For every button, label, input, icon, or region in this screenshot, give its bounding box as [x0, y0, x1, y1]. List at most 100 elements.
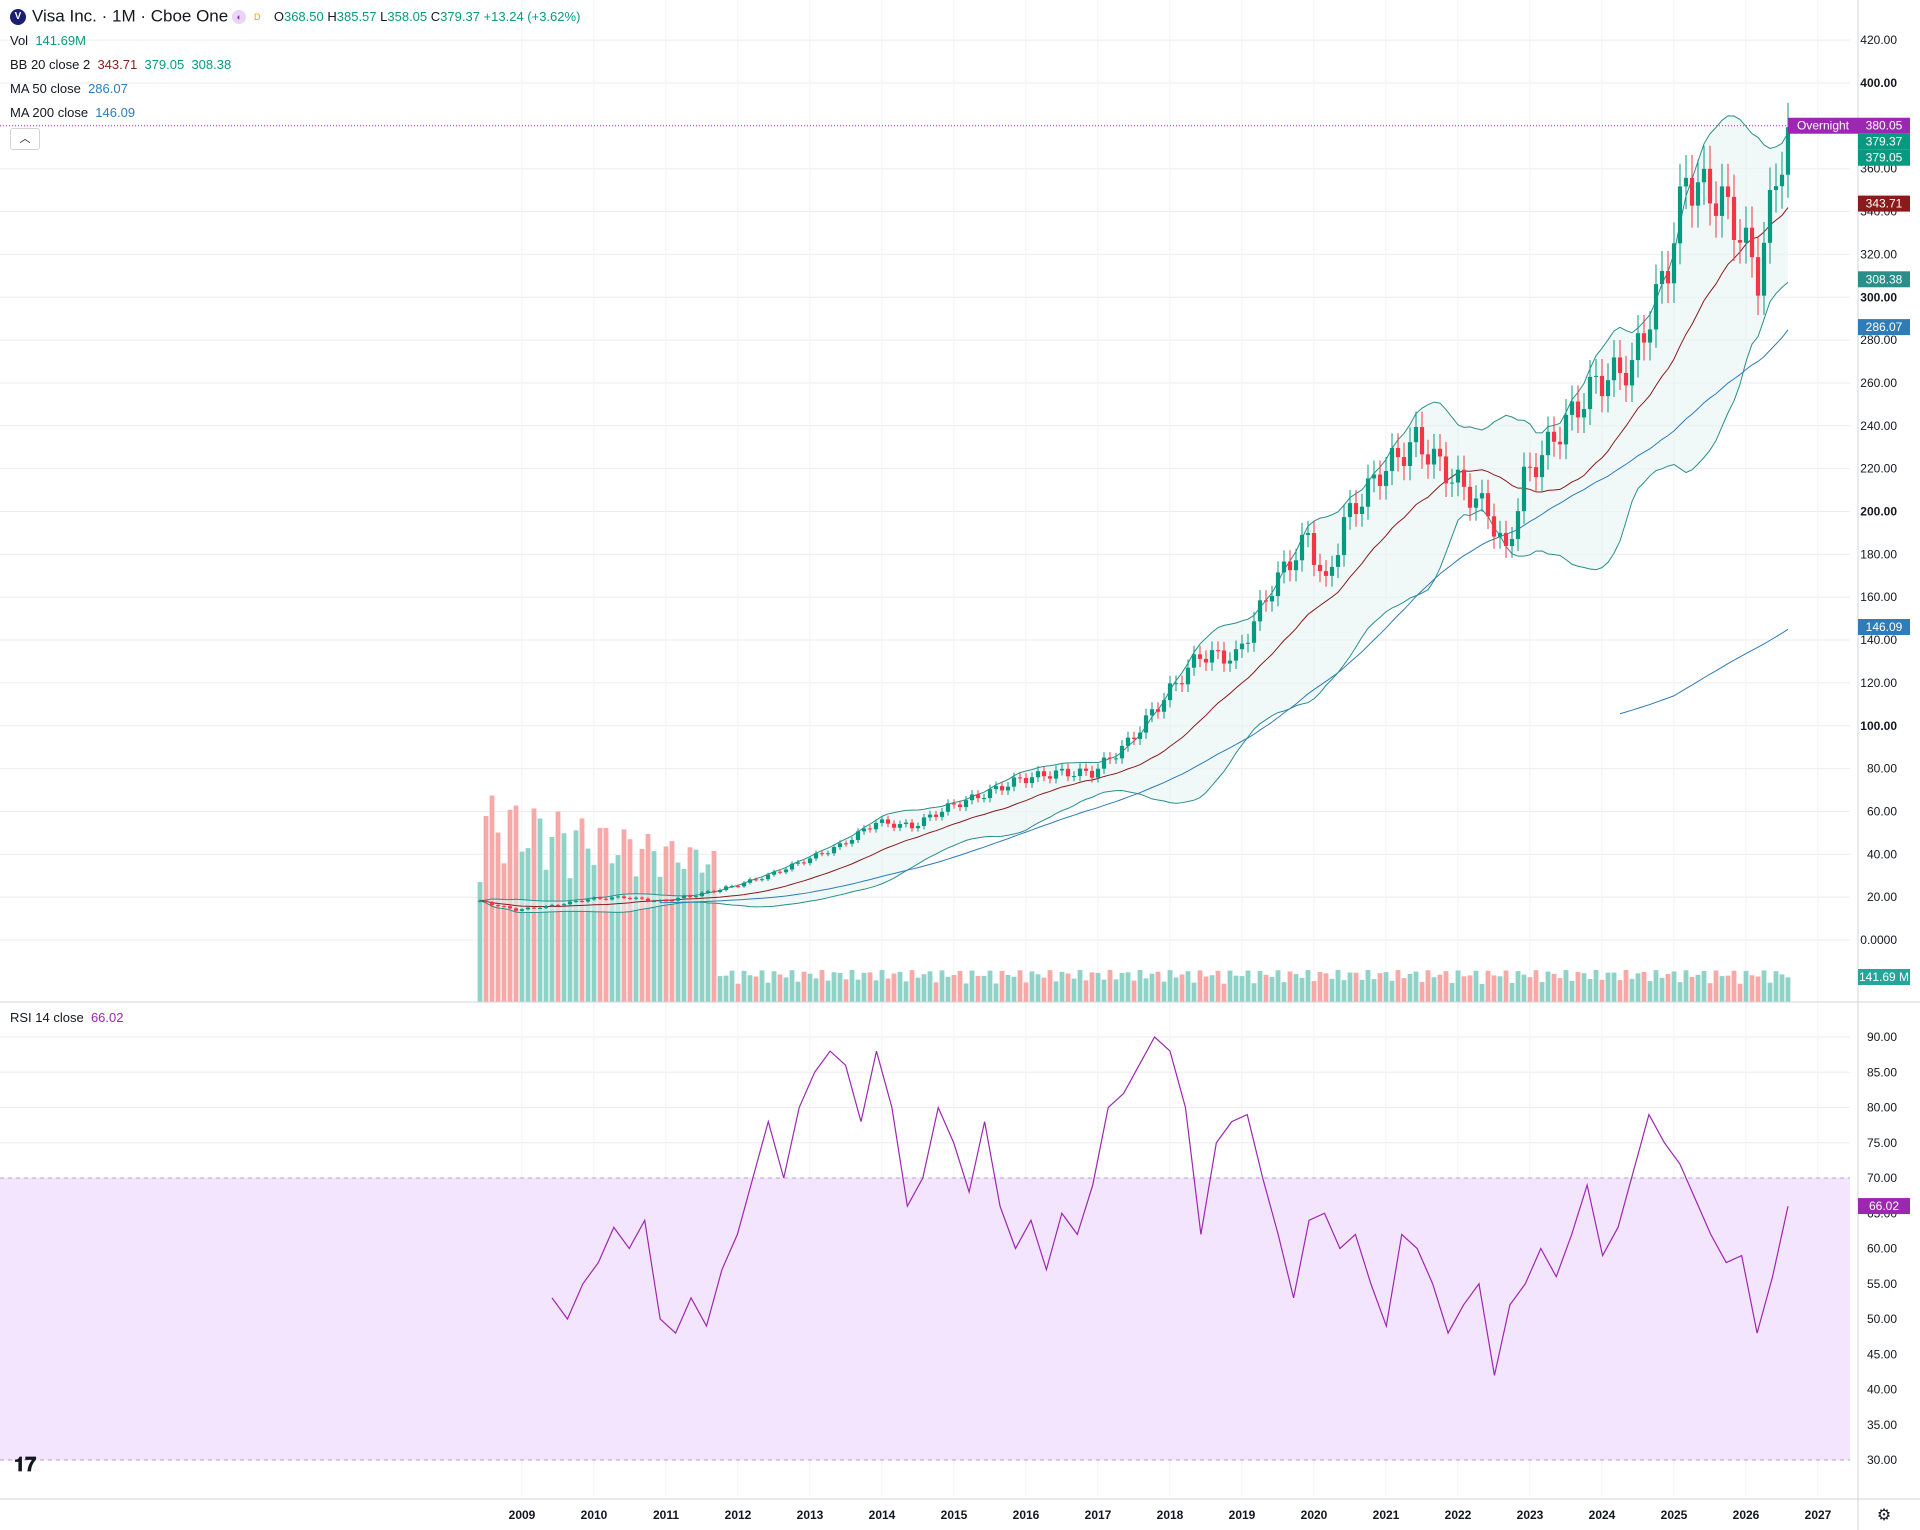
- volume-bar: [849, 970, 855, 1002]
- volume-bar: [1485, 970, 1491, 1002]
- candle-body: [1293, 560, 1299, 571]
- volume-bar: [1341, 980, 1347, 1002]
- candle-body: [531, 907, 537, 909]
- volume-bar: [681, 869, 687, 1002]
- volume-bar: [1035, 974, 1041, 1002]
- volume-bar: [651, 851, 657, 1002]
- volume-bar: [1539, 981, 1545, 1002]
- volume-bar: [573, 830, 579, 1002]
- candle-body: [1503, 532, 1509, 547]
- candle-body: [1161, 700, 1167, 712]
- candle-body: [1269, 596, 1275, 602]
- candle-body: [1761, 242, 1767, 296]
- candle-body: [1647, 329, 1653, 343]
- volume-bar: [1581, 973, 1587, 1002]
- volume-bar: [969, 970, 975, 1002]
- candle-body: [867, 828, 873, 830]
- candle-body: [585, 899, 591, 902]
- year-label: 2020: [1301, 1508, 1328, 1522]
- candle-body: [1065, 768, 1071, 777]
- volume-bar: [1695, 974, 1701, 1002]
- volume-bar: [975, 975, 981, 1002]
- volume-bar: [1359, 979, 1365, 1002]
- candle-body: [987, 789, 993, 799]
- candle-body: [1353, 503, 1359, 514]
- volume-bar: [1551, 973, 1557, 1002]
- volume-bar: [1779, 974, 1785, 1002]
- volume-bar: [675, 862, 681, 1002]
- volume-bar: [825, 980, 831, 1002]
- candle-body: [951, 803, 957, 805]
- rsi-tick-label: 45.00: [1867, 1347, 1897, 1361]
- candle-body: [1707, 168, 1713, 204]
- candle-body: [1317, 564, 1323, 572]
- volume-bar: [1785, 977, 1791, 1002]
- candle-body: [591, 897, 597, 900]
- volume-bar: [1563, 970, 1569, 1002]
- ma200-line: [1619, 628, 1789, 715]
- volume-bar: [603, 827, 609, 1002]
- volume-bar: [705, 864, 711, 1002]
- candle-body: [1659, 271, 1665, 285]
- legend-ma200[interactable]: MA 200 close 146.09: [10, 105, 136, 120]
- volume-bar: [771, 971, 777, 1002]
- price-badge: 146.09: [1858, 619, 1910, 636]
- volume-bar: [1623, 970, 1629, 1002]
- candle-body: [603, 898, 609, 900]
- candle-body: [1515, 511, 1521, 539]
- candle-body: [1713, 203, 1719, 216]
- legend-bb[interactable]: BB 20 close 2 343.71 379.05 308.38: [10, 57, 232, 72]
- volume-bar: [1095, 972, 1101, 1002]
- year-label: 2021: [1373, 1508, 1400, 1522]
- price-badge-text: 308.38: [1866, 272, 1903, 286]
- volume-bar: [1455, 970, 1461, 1002]
- legend-header: V Visa Inc. · 1M · Cboe One ◐ D O368.50 H38…: [10, 8, 580, 25]
- volume-bar: [1239, 976, 1245, 1002]
- collapse-legend-button[interactable]: ︿: [10, 128, 40, 150]
- volume-bar: [1179, 974, 1185, 1002]
- candle-body: [1539, 455, 1545, 478]
- candle-body: [1455, 469, 1461, 483]
- volume-bar: [1527, 977, 1533, 1002]
- legend-vol[interactable]: Vol 141.69M: [10, 33, 86, 48]
- price-tick-label: 420.00: [1860, 33, 1897, 47]
- ma50-line: [659, 329, 1789, 904]
- candle-body: [1137, 732, 1143, 739]
- volume-bar: [807, 973, 813, 1002]
- candle-body: [1341, 517, 1347, 556]
- candle-body: [1449, 482, 1455, 484]
- candle-body: [1077, 768, 1083, 777]
- candle-body: [1671, 243, 1677, 284]
- candle-body: [1299, 534, 1305, 561]
- candle-body: [1551, 431, 1557, 442]
- candle-body: [1023, 778, 1029, 784]
- volume-bar: [753, 976, 759, 1002]
- tradingview-logo-icon[interactable]: 𝟏𝟕: [14, 1454, 37, 1476]
- candle-body: [1329, 566, 1335, 576]
- volume-bar: [1209, 975, 1215, 1002]
- candle-body: [1641, 333, 1647, 343]
- volume-bar: [1197, 970, 1203, 1002]
- volume-bar: [1215, 970, 1221, 1002]
- volume-bar: [981, 975, 987, 1002]
- rsi-tick-label: 90.00: [1867, 1030, 1897, 1044]
- year-label: 2011: [653, 1508, 679, 1522]
- volume-bar: [801, 971, 807, 1002]
- symbol-title[interactable]: Visa Inc. · 1M · Cboe One: [32, 6, 229, 26]
- candle-body: [783, 869, 789, 873]
- legend-ma50[interactable]: MA 50 close 286.07: [10, 81, 128, 96]
- candle-body: [1215, 650, 1221, 652]
- volume-bar: [1053, 981, 1059, 1002]
- candle-body: [699, 892, 705, 897]
- legend-rsi[interactable]: RSI 14 close 66.02: [10, 1010, 124, 1025]
- marker-d[interactable]: D: [253, 11, 261, 22]
- year-label: 2022: [1445, 1508, 1472, 1522]
- volume-bar: [657, 876, 663, 1002]
- candle-body: [1689, 177, 1695, 206]
- volume-bar: [1515, 971, 1521, 1002]
- candle-body: [525, 907, 531, 910]
- candle-body: [981, 798, 987, 800]
- candle-body: [933, 814, 939, 817]
- volume-bar: [831, 972, 837, 1002]
